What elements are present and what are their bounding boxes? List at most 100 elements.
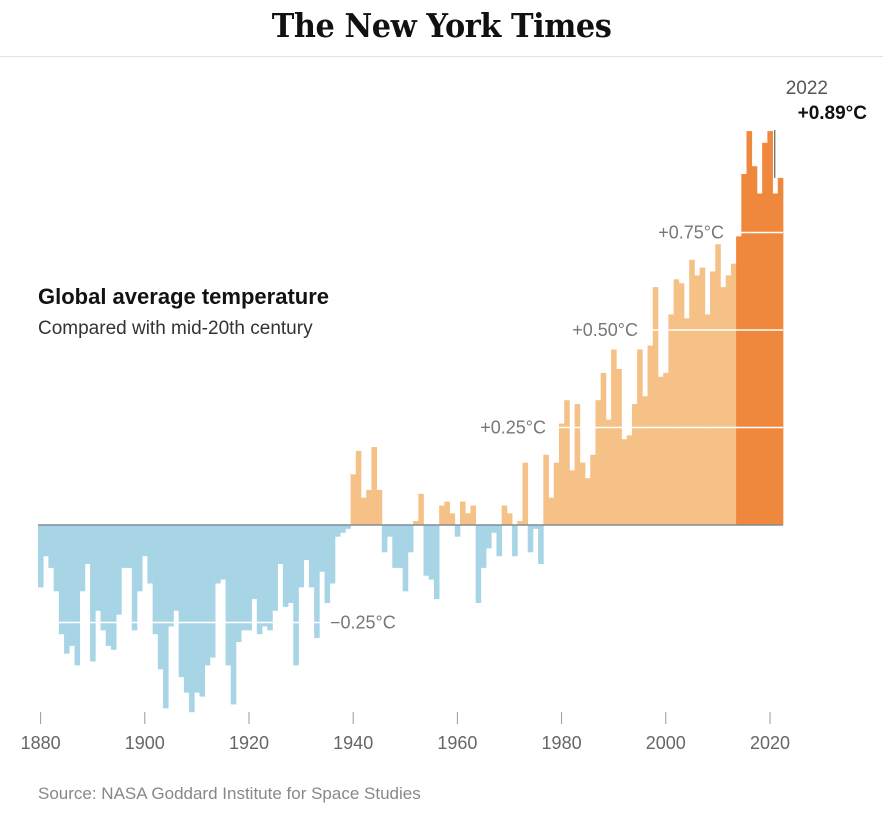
nyt-logo: The New York Times — [271, 6, 612, 45]
reference-label: +0.25°C — [480, 418, 546, 438]
bar-1973 — [522, 462, 529, 525]
bar-2006 — [694, 275, 700, 525]
bar-2001 — [668, 314, 674, 525]
bar-1976 — [538, 525, 544, 564]
latest-value-label: +0.89°C — [797, 103, 867, 124]
bar-1989 — [605, 419, 612, 525]
bar-1906 — [173, 525, 180, 611]
bar-1922 — [256, 525, 263, 635]
bar-1916 — [225, 525, 232, 666]
bar-1977 — [543, 454, 549, 525]
bar-1974 — [527, 525, 534, 553]
bar-1964 — [475, 525, 482, 603]
bar-1918 — [235, 525, 242, 642]
bar-1939 — [345, 525, 351, 529]
bar-2018 — [756, 193, 763, 525]
bar-1893 — [105, 525, 112, 646]
bar-1919 — [241, 525, 247, 631]
reference-label: −0.25°C — [330, 613, 396, 633]
bar-1966 — [486, 525, 492, 549]
bar-1982 — [569, 470, 575, 525]
bar-1967 — [491, 525, 497, 533]
latest-year-label: 2022 — [785, 78, 828, 99]
bar-1962 — [465, 513, 471, 525]
bar-1948 — [392, 525, 398, 568]
bar-2005 — [689, 259, 695, 525]
bar-1883 — [53, 525, 60, 592]
x-tick-label: 2020 — [750, 733, 790, 753]
bar-1998 — [652, 287, 659, 525]
bar-1926 — [277, 525, 284, 564]
bar-1901 — [147, 525, 153, 584]
bar-2016 — [746, 131, 753, 525]
bar-1965 — [480, 525, 487, 568]
bar-1963 — [470, 505, 476, 525]
bar-1970 — [506, 513, 513, 525]
bar-1946 — [381, 525, 388, 553]
bar-1955 — [428, 525, 435, 580]
bar-2000 — [663, 372, 669, 525]
bar-1992 — [621, 439, 628, 525]
bar-1900 — [142, 525, 148, 557]
bar-1884 — [58, 525, 65, 635]
bar-1921 — [251, 525, 258, 600]
bar-1909 — [189, 525, 195, 713]
bar-1915 — [220, 525, 226, 580]
bar-1968 — [496, 525, 503, 557]
bar-2015 — [741, 174, 747, 525]
x-tick-label: 1940 — [333, 733, 373, 753]
bar-1923 — [262, 525, 268, 627]
bar-2003 — [678, 283, 685, 525]
bar-1975 — [532, 525, 539, 529]
bar-1984 — [579, 462, 586, 525]
bar-1953 — [418, 493, 424, 525]
bar-1954 — [423, 525, 430, 576]
bar-1904 — [163, 525, 169, 709]
bar-2010 — [715, 244, 721, 525]
bar-1924 — [267, 525, 273, 631]
bar-1980 — [558, 423, 565, 525]
bar-1929 — [293, 525, 299, 666]
bar-1983 — [574, 404, 581, 525]
bar-1971 — [512, 525, 518, 557]
bar-1949 — [397, 525, 404, 568]
x-tick-label: 2000 — [646, 733, 686, 753]
bar-1972 — [517, 521, 523, 525]
bar-1912 — [204, 525, 211, 666]
bar-1950 — [402, 525, 409, 592]
bar-1961 — [459, 501, 466, 525]
bar-1891 — [95, 525, 101, 611]
bar-1958 — [444, 501, 450, 525]
x-tick-label: 1900 — [125, 733, 165, 753]
source-note: Source: NASA Goddard Institute for Space… — [38, 784, 421, 803]
bar-1935 — [324, 525, 331, 603]
bar-1882 — [48, 525, 54, 568]
bar-1888 — [79, 525, 86, 592]
bar-1930 — [298, 525, 305, 588]
bar-1895 — [116, 525, 122, 615]
bar-2002 — [673, 279, 680, 525]
bar-1981 — [564, 400, 570, 525]
bar-1885 — [64, 525, 70, 654]
bar-1994 — [631, 404, 638, 525]
bar-1914 — [215, 525, 221, 584]
bar-1947 — [387, 525, 393, 537]
bar-1938 — [340, 525, 346, 533]
bar-1917 — [230, 525, 237, 705]
bar-1932 — [308, 525, 315, 588]
bar-1931 — [303, 525, 310, 561]
bar-1887 — [74, 525, 81, 666]
bar-1945 — [376, 489, 383, 525]
bar-1896 — [121, 525, 127, 568]
bar-1907 — [178, 525, 185, 678]
bar-1987 — [595, 400, 602, 525]
bar-2022 — [777, 177, 784, 525]
bar-1960 — [454, 525, 461, 537]
bar-1990 — [611, 349, 617, 525]
bar-1940 — [350, 474, 357, 525]
bar-2009 — [710, 271, 716, 525]
bar-1910 — [194, 525, 200, 693]
x-tick-label: 1920 — [229, 733, 269, 753]
bar-2008 — [704, 314, 711, 525]
bar-1880 — [38, 525, 44, 588]
